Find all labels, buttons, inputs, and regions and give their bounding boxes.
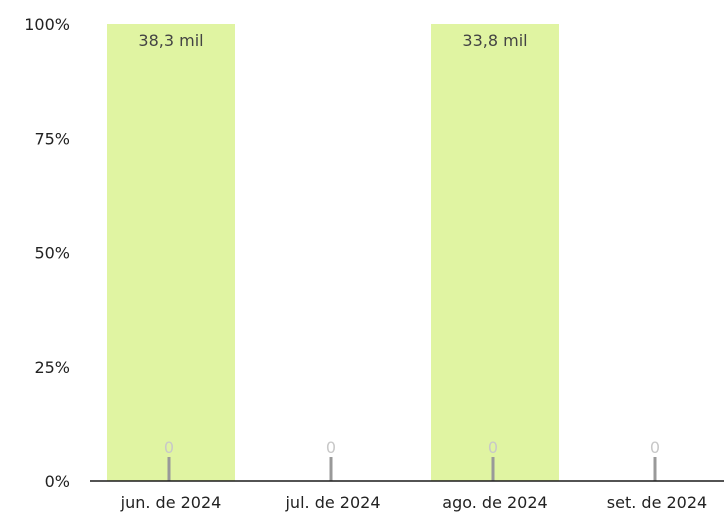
zero-value-markers	[167, 457, 657, 481]
bar-0-series-0	[107, 24, 235, 481]
zero-value-label: 0	[650, 438, 660, 457]
bar-value-labels: 38,3 mil 0 0 33,8 mil 0 0	[138, 31, 660, 457]
x-tick-label: set. de 2024	[607, 493, 707, 512]
y-tick-label: 75%	[34, 129, 70, 148]
y-axis: 0% 25% 50% 75% 100%	[24, 15, 70, 491]
y-tick-label: 25%	[34, 358, 70, 377]
bar-series	[107, 24, 559, 481]
zero-value-label: 0	[488, 438, 498, 457]
y-tick-label: 50%	[34, 244, 70, 263]
bar-2-series-0	[431, 24, 559, 481]
y-tick-label: 100%	[24, 15, 70, 34]
x-tick-label: jul. de 2024	[284, 493, 380, 512]
bar-value-label: 33,8 mil	[462, 31, 527, 50]
y-tick-label: 0%	[45, 472, 70, 491]
zero-value-label: 0	[164, 438, 174, 457]
x-tick-label: jun. de 2024	[120, 493, 222, 512]
bar-value-label: 38,3 mil	[138, 31, 203, 50]
zero-value-label: 0	[326, 438, 336, 457]
x-axis: jun. de 2024 jul. de 2024 ago. de 2024 set.…	[120, 493, 708, 512]
x-tick-label: ago. de 2024	[442, 493, 547, 512]
